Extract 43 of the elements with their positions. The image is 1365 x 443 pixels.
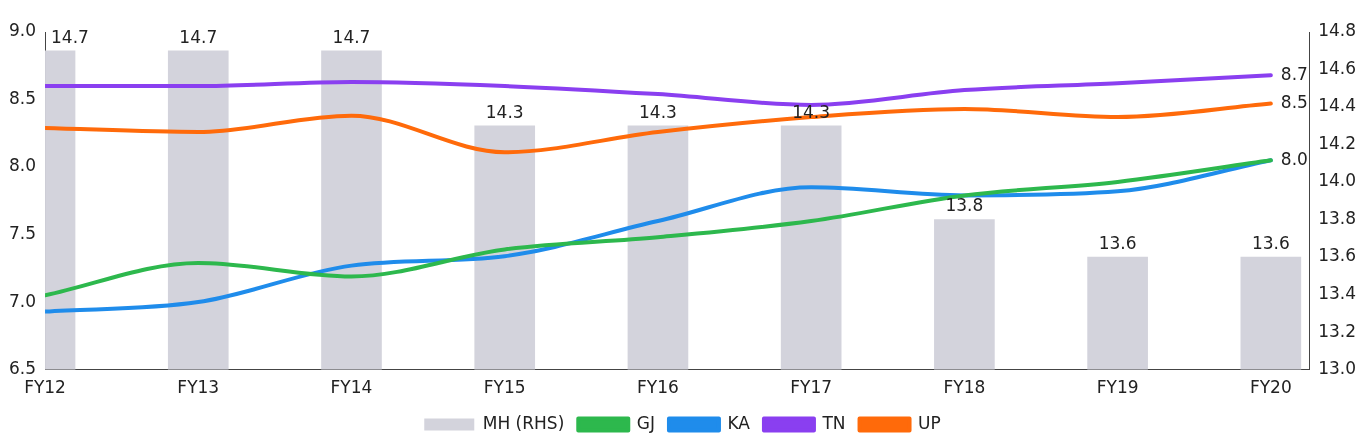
data-label: 14.7: [51, 26, 89, 47]
x-tick-label: FY18: [943, 377, 986, 398]
line-series: [45, 101, 1273, 155]
y2-tick-label: 13.6: [1318, 245, 1357, 266]
data-label: 14.7: [179, 26, 218, 47]
data-label: 14.3: [485, 101, 524, 122]
data-label: 8.0: [1280, 148, 1308, 169]
line-series: [45, 73, 1273, 107]
y-tick-label: 8.0: [8, 155, 37, 176]
x-tick-label: FY16: [637, 377, 679, 398]
y2-tick-label: 13.0: [1318, 358, 1357, 379]
data-label: 8.7: [1280, 63, 1308, 84]
x-tick-label: FY20: [1249, 377, 1292, 398]
y2-tick-label: 14.6: [1318, 57, 1357, 78]
x-tick-label: FY15: [483, 377, 526, 398]
data-label: 14.3: [639, 101, 677, 122]
y-tick-label: 7.5: [8, 222, 37, 243]
legend-label: UP: [918, 412, 941, 433]
y2-tick-label: 14.8: [1318, 20, 1357, 41]
y-tick-label: 8.5: [8, 87, 37, 108]
y-tick-label: 9.0: [8, 20, 37, 41]
legend-label: TN: [821, 412, 846, 433]
data-label: 13.6: [1251, 232, 1290, 253]
x-tick-label: FY12: [24, 377, 66, 398]
y2-tick-label: 13.4: [1318, 283, 1357, 303]
x-tick-label: FY19: [1096, 377, 1139, 398]
y2-tick-label: 14.0: [1318, 170, 1357, 191]
data-label: 8.5: [1280, 91, 1308, 112]
y2-tick-label: 13.2: [1318, 320, 1357, 341]
y-tick-label: 7.0: [8, 290, 37, 311]
y-tick-label: 6.5: [8, 358, 37, 379]
x-tick-label: FY17: [790, 377, 833, 398]
data-label: 13.8: [945, 195, 984, 216]
y2-tick-label: 14.2: [1318, 132, 1357, 153]
x-tick-label: FY13: [177, 377, 220, 398]
x-tick-label: FY14: [330, 377, 373, 398]
legend-label: MH (RHS): [482, 412, 565, 433]
legend-label: GJ: [636, 412, 655, 433]
data-label: 13.6: [1098, 232, 1137, 253]
data-label: 14.7: [332, 26, 371, 47]
y2-tick-label: 14.4: [1318, 95, 1357, 116]
y2-tick-label: 13.8: [1318, 207, 1357, 228]
legend-label: KA: [727, 412, 751, 433]
